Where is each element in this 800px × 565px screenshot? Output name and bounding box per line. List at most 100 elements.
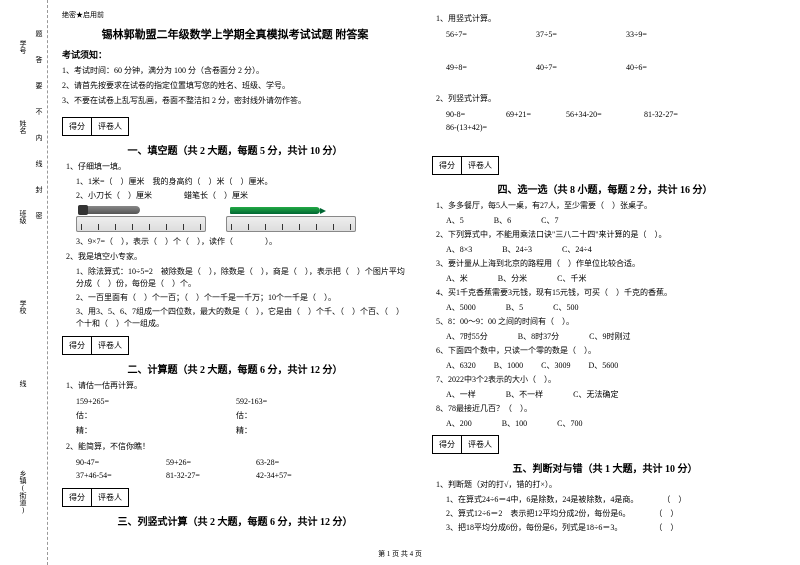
calc-item: 69+21= xyxy=(506,110,566,119)
section-2-title: 二、计算题（共 2 大题，每题 6 分，共计 12 分） xyxy=(62,361,408,376)
option: C、700 xyxy=(557,418,582,429)
secret-label: 绝密★启用前 xyxy=(62,10,408,20)
ruler-illustration-row xyxy=(76,206,408,232)
calc-item: 37÷5= xyxy=(536,30,626,39)
score-label: 得分 xyxy=(63,337,92,354)
option: C、24÷4 xyxy=(562,244,592,255)
calc-item: 90-47= xyxy=(76,458,166,467)
section-3-title: 三、列竖式计算（共 2 大题，每题 6 分，共计 12 分） xyxy=(62,513,408,528)
option: B、6 xyxy=(494,215,511,226)
margin-label: 班级 xyxy=(18,210,28,224)
grader-label: 评卷人 xyxy=(462,436,498,453)
score-label: 得分 xyxy=(63,118,92,135)
question: 2、下列算式中，不能用乘法口诀"三八二十四"来计算的是（ ）。 xyxy=(436,229,778,241)
option: D、5600 xyxy=(588,360,618,371)
question: 1、用竖式计算。 xyxy=(436,13,778,25)
calc-item: 159+265= xyxy=(76,397,236,406)
calc-item: 40÷7= xyxy=(536,63,626,72)
calc-item: 81-32-27= xyxy=(166,471,256,480)
question: 5、8：00～9：00 之间的时间有（ ）。 xyxy=(436,316,778,328)
calc-item: 56+34-20= xyxy=(566,110,644,119)
calc-row: 90-8= 69+21= 56+34-20= 81-32-27= 86-(13+… xyxy=(446,108,778,134)
ruler-knife-figure xyxy=(76,206,206,232)
calc-item: 估： xyxy=(76,410,236,421)
knife-icon xyxy=(80,206,140,214)
option: C、7 xyxy=(541,215,558,226)
margin-label: 乡镇(街道) xyxy=(18,470,28,514)
score-box: 得分 评卷人 xyxy=(432,435,499,454)
left-column: 绝密★启用前 锡林郭勒盟二年级数学上学期全真模拟考试试题 附答案 考试须知： 1… xyxy=(48,0,418,565)
grader-label: 评卷人 xyxy=(92,337,128,354)
score-box: 得分 评卷人 xyxy=(62,336,129,355)
calc-row: 159+265= 592-163= 估： 估： 精： 精： xyxy=(76,395,408,438)
sub-question: 3、把18平均分成6份，每份是6，列式是18÷6＝3。 （ ） xyxy=(446,522,778,534)
option: A、7时55分 xyxy=(446,331,488,342)
calc-row: 90-47= 59+26= 63-28= 37+46-54= 81-32-27=… xyxy=(76,456,408,482)
option: C、无法确定 xyxy=(573,389,618,400)
option: B、5 xyxy=(506,302,523,313)
score-box: 得分 评卷人 xyxy=(432,156,499,175)
section-1-title: 一、填空题（共 2 大题，每题 5 分，共计 10 分） xyxy=(62,142,408,157)
calc-item: 592-163= xyxy=(236,397,396,406)
margin-label: 姓名 xyxy=(18,120,28,134)
option: A、6320 xyxy=(446,360,476,371)
calc-row: 56÷7= 37÷5= 33÷9= xyxy=(446,28,778,41)
option: B、不一样 xyxy=(506,389,543,400)
sub-question: 2、一百里面有（ ）个一百；（ ）个一千是一千万；10个一千是（ ）。 xyxy=(76,292,408,304)
option: B、1000 xyxy=(494,360,523,371)
score-box: 得分 评卷人 xyxy=(62,117,129,136)
option: C、3009 xyxy=(541,360,570,371)
question: 2、列竖式计算。 xyxy=(436,93,778,105)
option: C、500 xyxy=(553,302,578,313)
right-column: 1、用竖式计算。 56÷7= 37÷5= 33÷9= 49÷8= 40÷7= 4… xyxy=(418,0,788,565)
section-5-title: 五、判断对与错（共 1 大题，共计 10 分） xyxy=(432,460,778,475)
page-footer: 第 1 页 共 4 页 xyxy=(0,549,800,559)
question: 1、多多餐厅，每5人一桌，有27人，至少需要（ ）张桌子。 xyxy=(436,200,778,212)
calc-item: 90-8= xyxy=(446,110,506,119)
calc-item: 81-32-27= xyxy=(644,110,722,119)
calc-row: 49÷8= 40÷7= 40÷6= xyxy=(446,61,778,74)
option: B、100 xyxy=(502,418,527,429)
option: A、5 xyxy=(446,215,464,226)
question: 3、要计量从上海到北京的路程用（ ）作单位比较合适。 xyxy=(436,258,778,270)
calc-item: 精： xyxy=(76,425,236,436)
question: 1、判断题（对的打√，错的打×）。 xyxy=(436,479,778,491)
calc-item: 33÷9= xyxy=(626,30,716,39)
grader-label: 评卷人 xyxy=(462,157,498,174)
margin-label: 线 xyxy=(18,380,28,387)
margin-label: 学校 xyxy=(18,300,28,314)
question: 2、能简算，不信你瞧！ xyxy=(66,441,408,453)
sub-question: 2、小刀长（ ）厘米 蜡笔长（ ）厘米 xyxy=(76,190,408,202)
section-4-title: 四、选一选（共 8 小题，每题 2 分，共计 16 分） xyxy=(432,181,778,196)
notice-heading: 考试须知： xyxy=(62,48,408,61)
ruler-icon xyxy=(226,216,356,232)
calc-item: 42-34+57= xyxy=(256,471,346,480)
sub-question: 1、在算式24÷6＝4中，6是除数，24是被除数，4是商。 （ ） xyxy=(446,494,778,506)
question: 2、我是填空小专家。 xyxy=(66,251,408,263)
notice-item: 3、不要在试卷上乱写乱画，卷面不整洁扣 2 分，密封线外请勿作答。 xyxy=(62,95,408,106)
question: 1、仔细填一填。 xyxy=(66,161,408,173)
content-area: 绝密★启用前 锡林郭勒盟二年级数学上学期全真模拟考试试题 附答案 考试须知： 1… xyxy=(48,0,800,565)
option: B、24÷3 xyxy=(502,244,532,255)
option: C、9时刚过 xyxy=(589,331,630,342)
paper-title: 锡林郭勒盟二年级数学上学期全真模拟考试试题 附答案 xyxy=(62,26,408,42)
sub-question: 1、除法算式：10÷5=2 被除数是（ ），除数是（ ），商是（ ），表示把（ … xyxy=(76,266,408,290)
option: A、5000 xyxy=(446,302,476,313)
sub-question: 2、算式12÷6＝2 表示把12平均分成2份，每份是6。 （ ） xyxy=(446,508,778,520)
score-label: 得分 xyxy=(433,157,462,174)
option: C、千米 xyxy=(557,273,586,284)
question: 8、78最接近几百？（ ）。 xyxy=(436,403,778,415)
question: 4、买1千克香蕉需要3元钱，现有15元钱，可买（ ）千克的香蕉。 xyxy=(436,287,778,299)
calc-item: 86-(13+42)= xyxy=(446,123,516,132)
grader-label: 评卷人 xyxy=(92,489,128,506)
calc-item: 49÷8= xyxy=(446,63,536,72)
sub-question: 3、用3、5、6、7组成一个四位数，最大的数是（ ），它是由（ ）个千、（ ）个… xyxy=(76,306,408,330)
calc-item: 精： xyxy=(236,425,396,436)
option: B、8时37分 xyxy=(518,331,559,342)
seal-line-text: 题 答 要 不 内 线 封 密 xyxy=(34,30,44,225)
calc-item: 37+46-54= xyxy=(76,471,166,480)
ruler-icon xyxy=(76,216,206,232)
sub-question: 3、9×7=（ ），表示（ ）个（ ），读作（ ）。 xyxy=(76,236,408,248)
option: B、分米 xyxy=(498,273,527,284)
notice-item: 1、考试时间：60 分钟，满分为 100 分（含卷面分 2 分）。 xyxy=(62,65,408,76)
